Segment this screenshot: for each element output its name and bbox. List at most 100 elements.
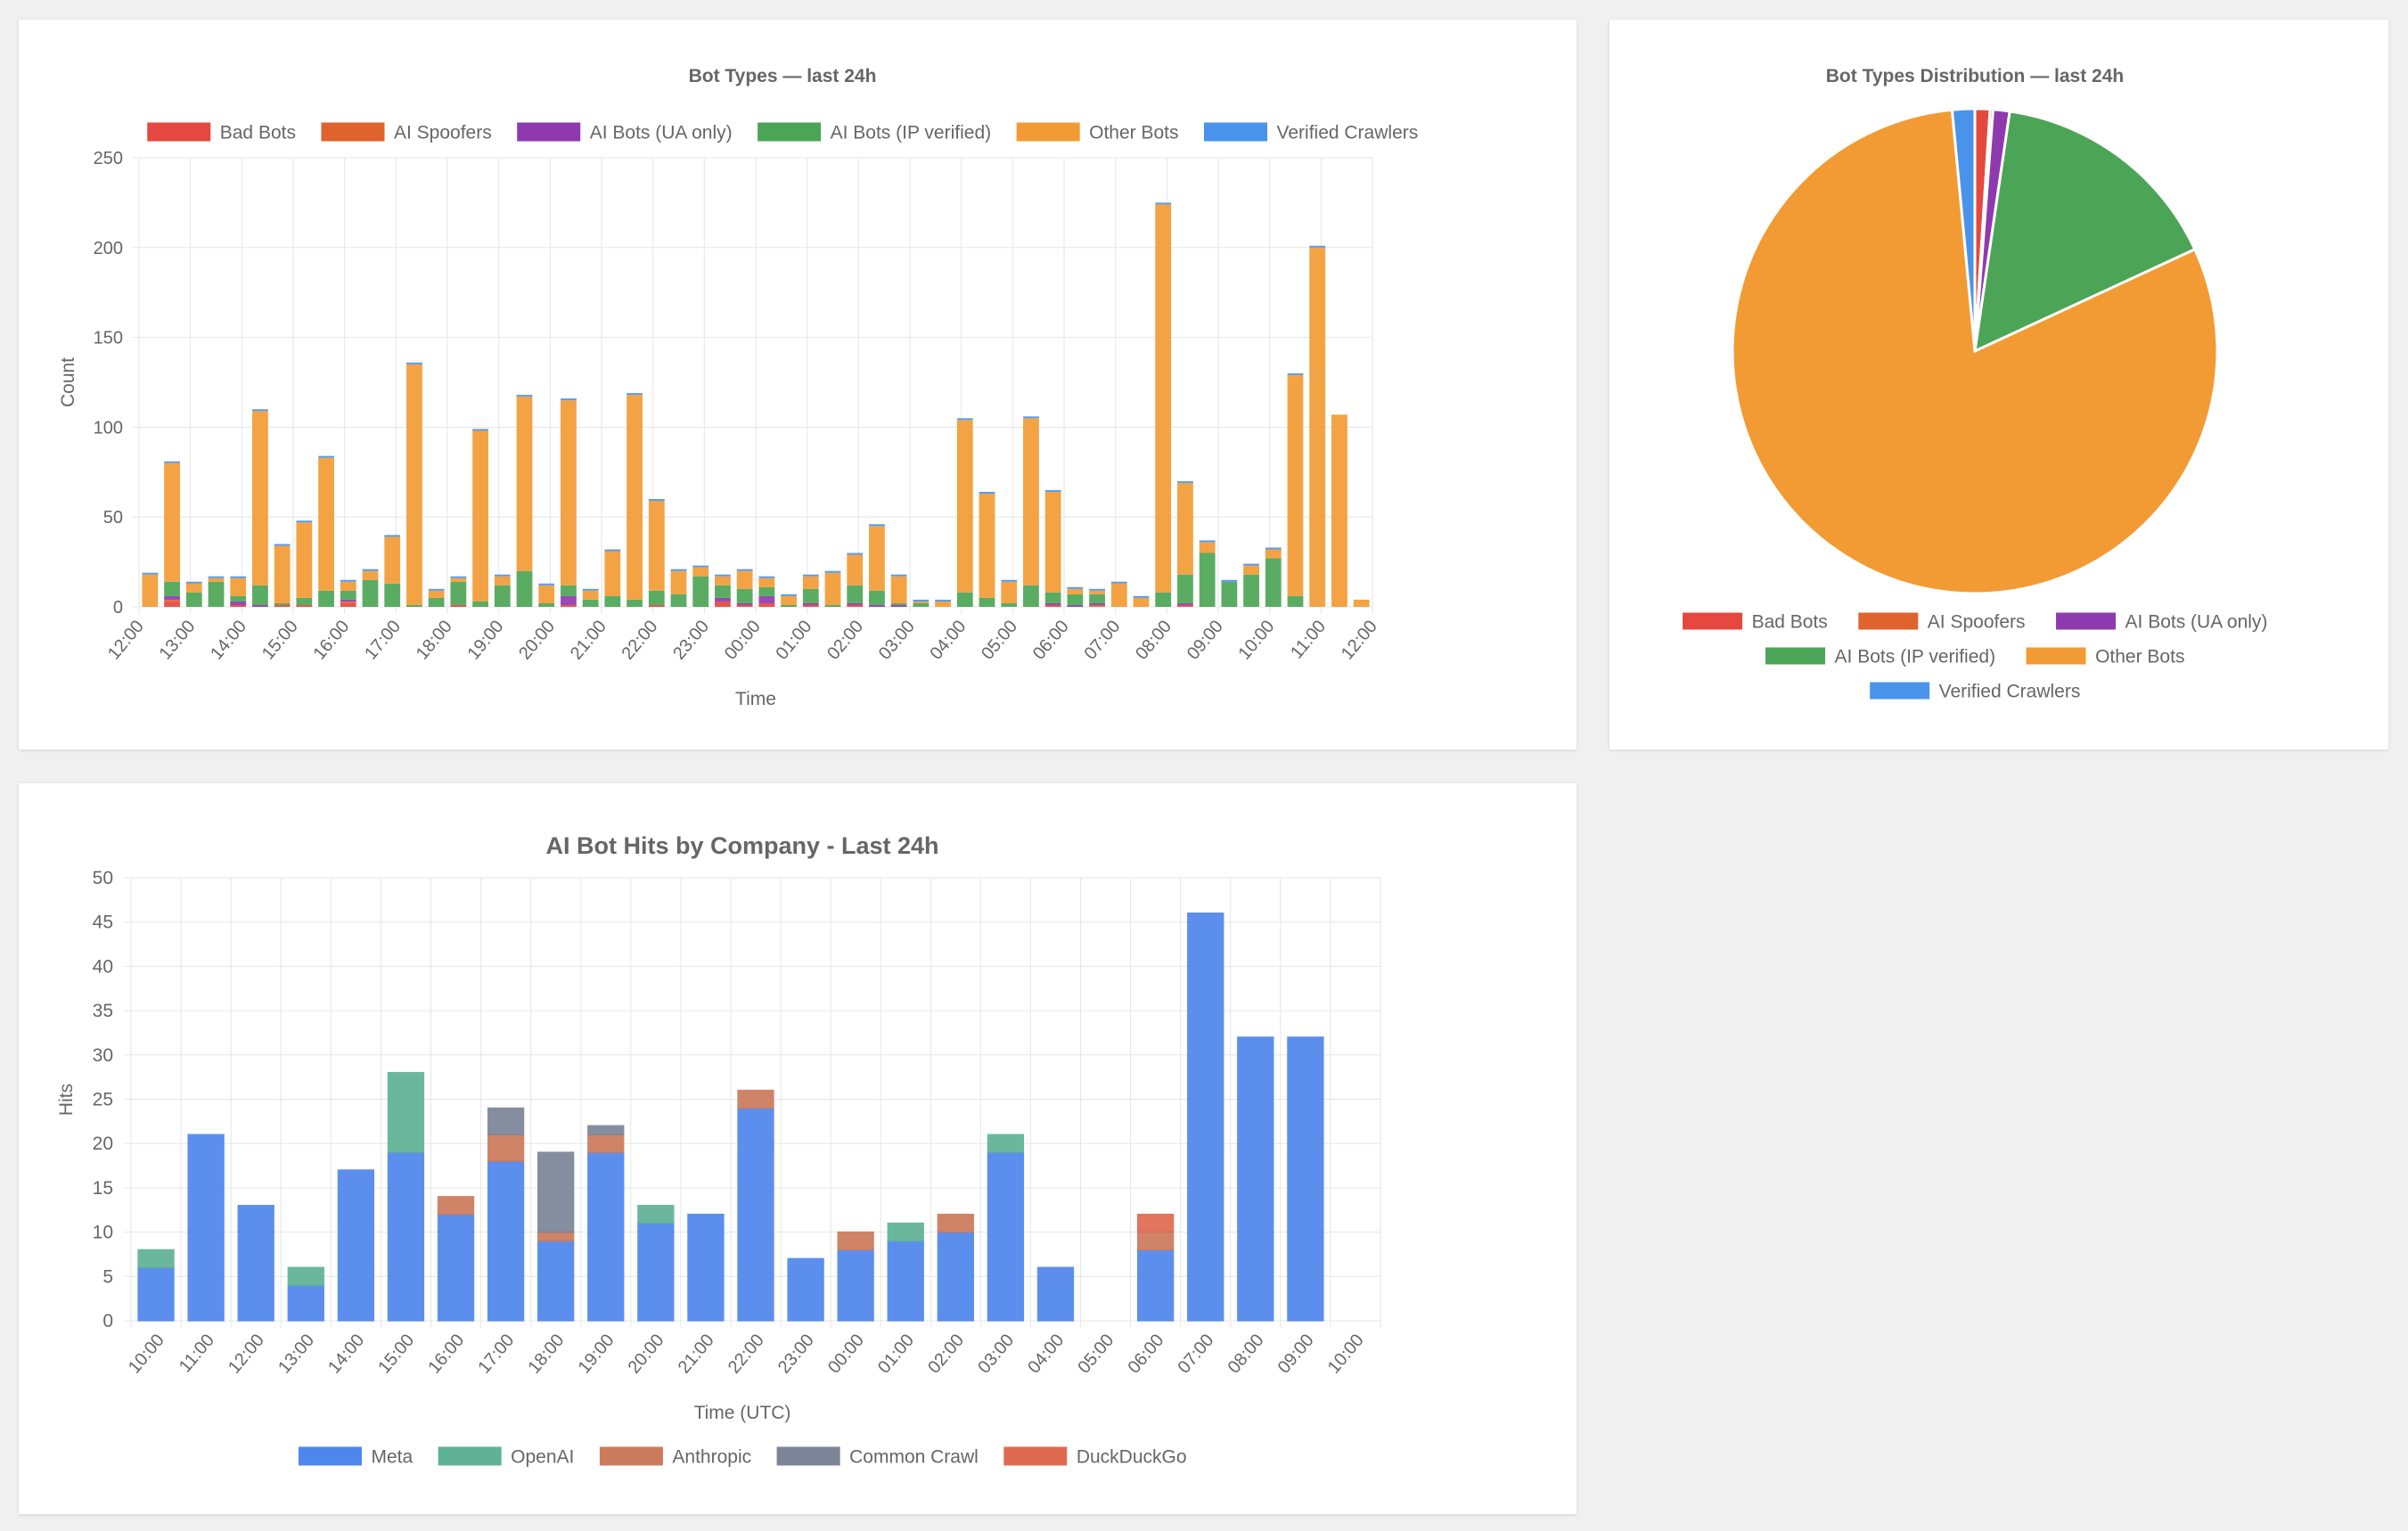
x-tick-label: 11:00 <box>1287 617 1330 662</box>
y-tick-label: 30 <box>93 1045 113 1066</box>
bar-segment-ai_bots_ua <box>561 595 577 605</box>
bar-segment-ai_bots_ip <box>318 590 334 607</box>
bar-segment-meta <box>387 1151 425 1322</box>
bar-segment-bad_bots <box>758 602 775 607</box>
bar-segment-other_bots <box>847 554 864 585</box>
bar-segment-verified_crawlers <box>296 520 313 523</box>
x-tick-label: 22:00 <box>725 1330 768 1377</box>
legend-swatch-verified_crawlers <box>1203 121 1269 143</box>
bar-segment-verified_crawlers <box>561 398 577 401</box>
bar-segment-anthropic <box>487 1134 525 1162</box>
y-tick-label: 50 <box>93 868 113 888</box>
y-tick-label: 40 <box>93 956 113 977</box>
bar-segment-ai_bots_ip <box>1199 553 1216 607</box>
legend-swatch-ai_spoofers <box>1857 611 1920 631</box>
bar-segment-bad_bots <box>340 602 356 607</box>
x-tick-label: 01:00 <box>874 1330 918 1377</box>
bar-segment-ai_bots_ip <box>1287 595 1304 607</box>
bar-segment-ai_bots_ua <box>736 602 753 605</box>
bar-segment-verified_crawlers <box>1001 579 1018 582</box>
legend-label-bad_bots: Bad Bots <box>220 123 296 143</box>
bar-segment-openai <box>987 1134 1025 1153</box>
legend-swatch-ai_spoofers <box>320 121 386 143</box>
x-tick-label: 10:00 <box>125 1330 168 1377</box>
bar-segment-other_bots <box>1309 247 1326 607</box>
bar-segment-meta <box>1136 1249 1175 1322</box>
bot-types-card: Bot Types — last 24h 0 50 100 150 200 250 12:00… <box>19 20 1577 749</box>
bar-segment-other_bots <box>296 522 313 598</box>
bar-segment-bad_bots <box>274 604 291 607</box>
x-tick-label: 03:00 <box>875 617 919 663</box>
legend-label-ai_spoofers: AI Spoofers <box>394 123 492 143</box>
bot-types-chart: Bot Types — last 24h 0 50 100 150 200 250 12:00… <box>58 66 1418 709</box>
bar-segment-verified_crawlers <box>670 569 687 571</box>
bar-segment-verified_crawlers <box>1199 540 1216 543</box>
bar-segment-ai_bots_ip <box>1001 602 1018 607</box>
x-tick-label: 15:00 <box>258 617 302 663</box>
bar-segment-ai_bots_ip <box>185 592 202 607</box>
x-tick-label: 03:00 <box>974 1330 1018 1377</box>
bar-segment-other_bots <box>1089 590 1105 594</box>
bar-segment-verified_crawlers <box>1265 547 1282 550</box>
bar-segment-verified_crawlers <box>164 461 180 463</box>
bar-segment-verified_crawlers <box>802 574 819 577</box>
legend-swatch-ai_bots_ua <box>516 121 582 143</box>
bar-segment-verified_crawlers <box>185 581 202 584</box>
bar-segment-verified_crawlers <box>538 583 555 585</box>
x-tick-label: 20:00 <box>515 617 559 663</box>
bar-segment-meta <box>137 1266 175 1322</box>
x-tick-label: 20:00 <box>625 1330 668 1377</box>
bar-segment-other_bots <box>1110 583 1127 607</box>
bar-segment-ai_bots_ip <box>715 585 731 598</box>
y-axis-label: Hits <box>56 1084 77 1116</box>
bar-segment-ai_bots_ua <box>869 604 885 607</box>
bar-segment-ai_bots_ip <box>1177 574 1193 603</box>
bar-segment-meta <box>1287 1036 1324 1322</box>
y-tick-label: 35 <box>93 1001 113 1021</box>
bar-segment-verified_crawlers <box>1044 489 1061 492</box>
legend-label-openai: OpenAI <box>511 1447 574 1468</box>
bar-segment-verified_crawlers <box>736 569 753 571</box>
bar-segment-other_bots <box>164 463 180 582</box>
bar-segment-bad_bots <box>715 601 731 607</box>
bar-segment-verified_crawlers <box>384 535 401 537</box>
bar-segment-meta <box>1187 913 1224 1322</box>
bar-segment-bad_bots <box>648 604 665 607</box>
legend-label-duckduckgo: DuckDuckGo <box>1077 1447 1187 1468</box>
bar-segment-other_bots <box>1243 565 1259 575</box>
bar-segment-ai_bots_ua <box>1089 602 1105 605</box>
legend-swatch-verified_crawlers <box>1869 681 1931 700</box>
bar-segment-bad_bots <box>230 604 247 607</box>
bar-segment-other_bots <box>935 601 951 607</box>
y-tick-label: 25 <box>93 1090 113 1110</box>
bar-segment-ai_bots_ip <box>979 597 995 607</box>
bar-segment-ai_bots_ip <box>1044 592 1061 603</box>
x-tick-label: 00:00 <box>824 1330 868 1377</box>
bar-segment-meta <box>887 1240 924 1322</box>
legend-swatch-common_crawl <box>775 1445 841 1467</box>
legend-label-ai_bots_ua: AI Bots (UA only) <box>590 123 733 143</box>
bar-segment-ai_bots_ua <box>802 602 819 605</box>
bar-segment-meta <box>437 1213 475 1322</box>
x-tick-label: 09:00 <box>1184 617 1227 663</box>
x-tick-label: 04:00 <box>926 617 970 663</box>
bar-segment-ai_bots_ip <box>1023 585 1039 607</box>
bar-segment-meta <box>637 1222 675 1322</box>
bar-segment-anthropic <box>587 1134 625 1153</box>
bar-segment-other_bots <box>450 577 467 582</box>
x-tick-label: 08:00 <box>1224 1330 1268 1377</box>
bar-segment-ai_bots_ip <box>340 590 356 600</box>
bar-segment-other_bots <box>1287 374 1304 596</box>
x-tick-label: 10:00 <box>1234 617 1278 663</box>
bar-segment-ai_bots_ip <box>384 583 401 607</box>
bar-segment-verified_crawlers <box>604 549 621 552</box>
bar-segment-verified_crawlers <box>935 599 951 602</box>
bar-segment-bad_bots <box>736 604 753 607</box>
bar-segment-verified_crawlers <box>1243 563 1259 566</box>
bar-segment-ai_bots_ua <box>1177 602 1193 605</box>
x-tick-label: 21:00 <box>567 617 610 663</box>
bar-segment-other_bots <box>516 397 533 571</box>
bar-segment-openai <box>137 1249 175 1269</box>
bar-segment-verified_crawlers <box>450 576 467 578</box>
bar-segment-other_bots <box>252 411 268 585</box>
